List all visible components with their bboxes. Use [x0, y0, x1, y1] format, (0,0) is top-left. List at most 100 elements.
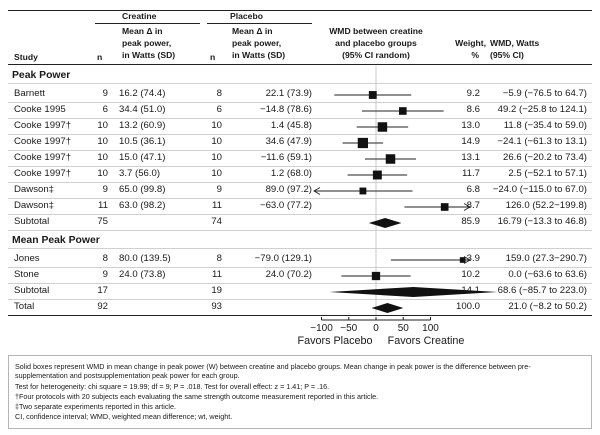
cell-pla: −63.0 (77.2): [259, 200, 312, 211]
cell-weight: 13.0: [461, 120, 480, 131]
footnote-box: [8, 355, 592, 429]
favors-creatine-label: Favors Creatine: [387, 335, 465, 347]
cell-pla: 22.1 (73.9): [265, 88, 312, 99]
cell-n_p: 93: [211, 301, 222, 312]
row-divider: [8, 267, 592, 268]
row-divider: [8, 182, 592, 183]
cell-wmd: 16.79 (−13.3 to 46.8): [497, 216, 587, 227]
cell-weight: 14.9: [461, 136, 480, 147]
footnote-line: supplementation and postsupplementation …: [15, 371, 240, 380]
cell-n_c: 9: [102, 269, 108, 280]
cell-cre: 80.0 (139.5): [119, 253, 171, 264]
cell-wmd: 0.0 (−63.6 to 63.6): [508, 269, 587, 280]
section-title: Mean Peak Power: [12, 235, 100, 246]
creatine-group-header: Creatine: [122, 11, 157, 21]
cell-study: Subtotal: [14, 285, 50, 296]
top-rule: [8, 10, 592, 12]
cell-weight: 8.6: [466, 104, 480, 115]
study-point-box: [359, 187, 367, 195]
cell-weight: 85.9: [461, 216, 480, 227]
section-divider: [8, 83, 592, 84]
summary-diamond: [368, 218, 402, 228]
footnote-line: CI, confidence interval; WMD, weighted m…: [15, 412, 233, 421]
study-point-box: [368, 91, 377, 99]
cell-n_p: 11: [212, 269, 222, 280]
wmd-plot-header-l2: and placebo groups: [335, 38, 417, 48]
cell-study: Dawson‡: [14, 200, 54, 211]
cell-pla: 34.6 (47.9): [265, 136, 312, 147]
cell-cre: 63.0 (98.2): [119, 200, 166, 211]
cell-study: Total: [14, 301, 35, 312]
x-tick-label: 0: [373, 323, 379, 334]
study-column-header: Study: [14, 52, 38, 62]
cell-weight: 3.9: [466, 253, 480, 264]
favors-placebo-label: Favors Placebo: [297, 335, 373, 347]
footnote-line: Solid boxes represent WMD in mean change…: [15, 362, 531, 371]
cell-n_c: 10: [97, 120, 108, 131]
row-divider: [8, 230, 592, 231]
cell-wmd: 126.0 (52.2−199.8): [505, 200, 587, 211]
cell-n_p: 74: [211, 216, 222, 227]
wmd-plot-header-l3: (95% CI random): [342, 50, 410, 60]
study-point-box: [371, 271, 381, 281]
cell-pla: 1.2 (68.0): [270, 168, 312, 179]
cell-study: Subtotal: [14, 216, 50, 227]
wmd-header-l2: (95% CI): [490, 50, 524, 60]
cell-pla: −79.0 (129.1): [254, 253, 312, 264]
cell-cre: 10.5 (36.1): [119, 136, 166, 147]
cell-n_p: 11: [212, 200, 222, 211]
cell-study: Dawson‡: [14, 184, 54, 195]
cell-n_c: 11: [98, 200, 108, 211]
cell-weight: 13.1: [461, 152, 480, 163]
cell-pla: 24.0 (70.2): [265, 269, 312, 280]
cell-n_c: 75: [97, 216, 108, 227]
footnote-line: ‡Two separate experiments reported in th…: [15, 402, 176, 411]
cell-wmd: 21.0 (−8.2 to 50.2): [508, 301, 587, 312]
row-divider: [8, 102, 592, 103]
cell-wmd: −24.0 (−115.0 to 67.0): [492, 184, 587, 195]
row-divider: [8, 166, 592, 167]
cell-n_c: 10: [97, 168, 108, 179]
cell-cre: 16.2 (74.4): [119, 88, 166, 99]
study-point-box: [357, 137, 368, 149]
cell-study: Barnett: [14, 88, 45, 99]
x-tick-label: 50: [398, 323, 410, 334]
cell-pla: 1.4 (45.8): [270, 120, 312, 131]
cell-weight: 11.7: [462, 168, 480, 179]
total-rule: [8, 315, 592, 317]
cell-n_c: 17: [97, 285, 108, 296]
cell-n_c: 9: [102, 184, 108, 195]
cell-weight: 10.2: [461, 269, 480, 280]
row-divider: [8, 134, 592, 135]
cell-n_p: 6: [216, 104, 222, 115]
row-divider: [8, 118, 592, 119]
header-rule: [8, 64, 592, 65]
x-tick-label: −100: [310, 323, 333, 334]
row-divider: [8, 150, 592, 151]
cell-n_c: 6: [102, 104, 108, 115]
placebo-group-header: Placebo: [230, 11, 263, 21]
study-point-box: [399, 107, 407, 115]
cell-wmd: 11.8 (−35.4 to 59.0): [503, 120, 587, 131]
creatine-mean-header-l1: Mean Δ in: [122, 26, 163, 36]
cell-n_p: 9: [216, 184, 222, 195]
weight-header-l1: Weight,: [455, 38, 486, 48]
cell-n_p: 10: [211, 168, 222, 179]
study-point-box: [377, 122, 388, 132]
section-title: Peak Power: [12, 70, 71, 81]
x-tick-label: 100: [422, 323, 439, 334]
placebo-mean-header-l1: Mean Δ in: [232, 26, 273, 36]
cell-n_p: 10: [211, 136, 222, 147]
cell-cre: 3.7 (56.0): [119, 168, 161, 179]
cell-wmd: 159.0 (27.3−290.7): [505, 253, 587, 264]
cell-cre: 24.0 (73.8): [119, 269, 166, 280]
row-divider: [8, 283, 592, 284]
summary-diamond: [371, 303, 404, 313]
cell-study: Cooke 1997†: [14, 168, 72, 179]
cell-study: Cooke 1997†: [14, 152, 72, 163]
cell-n_p: 8: [216, 253, 222, 264]
ci-arrow-left: [313, 187, 321, 195]
cell-cre: 34.4 (51.0): [119, 104, 166, 115]
cell-study: Cooke 1997†: [14, 136, 72, 147]
